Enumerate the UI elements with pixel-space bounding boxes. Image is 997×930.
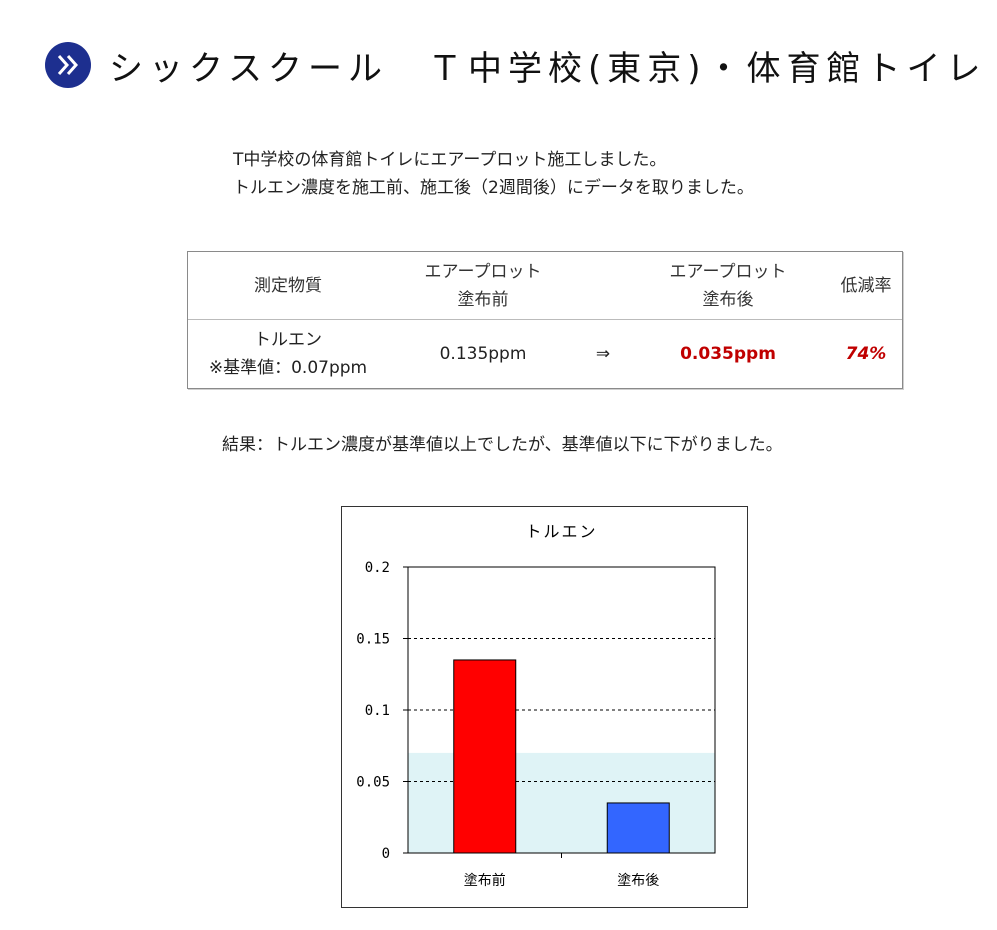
- standard-value: ※基準値：0.07ppm: [208, 357, 368, 378]
- arrow-icon: ⇒: [595, 343, 611, 364]
- before-value: 0.135ppm: [439, 343, 527, 364]
- chart-title: トルエン: [525, 522, 597, 541]
- cell-rate: 74%: [828, 319, 904, 388]
- header-before-line1: エアープロット: [424, 261, 542, 282]
- table-row: トルエン ※基準値：0.07ppm 0.135ppm ⇒ 0.035ppm 74…: [188, 319, 902, 388]
- header-after-line2: 塗布後: [702, 289, 754, 310]
- header-rate: 低減率: [828, 252, 904, 319]
- result-text: 結果：トルエン濃度が基準値以上でしたが、基準値以下に下がりました。: [222, 435, 783, 455]
- header-substance-label: 測定物質: [254, 275, 322, 296]
- header-rate-label: 低減率: [840, 275, 892, 296]
- measurement-table: 測定物質 エアープロット 塗布前 エアープロット 塗布後 低減率 トルエン ※基…: [187, 251, 903, 389]
- x-tick-label: 塗布後: [617, 872, 659, 889]
- toluene-chart: トルエン 0 0.05 0.1 0.15 0.2 塗布前 塗布後: [356, 522, 716, 889]
- intro-line-1: T中学校の体育館トイレにエアープロット施工しました。: [233, 150, 667, 170]
- chart-container: トルエン 0 0.05 0.1 0.15 0.2 塗布前 塗布後: [341, 506, 748, 908]
- header-after-line1: エアープロット: [669, 261, 787, 282]
- y-tick-label: 0.05: [356, 775, 390, 791]
- y-tick-label: 0: [382, 846, 390, 862]
- substance-name: トルエン: [254, 329, 322, 350]
- header-before: エアープロット 塗布前: [388, 252, 578, 319]
- cell-after: 0.035ppm: [628, 319, 828, 388]
- cell-before: 0.135ppm: [388, 319, 578, 388]
- after-value: 0.035ppm: [680, 343, 776, 364]
- header-substance: 測定物質: [188, 252, 388, 319]
- header-before-line2: 塗布前: [457, 289, 509, 310]
- cell-substance: トルエン ※基準値：0.07ppm: [188, 319, 388, 388]
- bar-2: [606, 802, 670, 854]
- y-tick-label: 0.2: [365, 560, 390, 576]
- double-chevron-right-icon: [45, 42, 91, 88]
- cell-arrow: ⇒: [578, 319, 628, 388]
- header-after: エアープロット 塗布後: [628, 252, 828, 319]
- intro-text: T中学校の体育館トイレにエアープロット施工しました。 トルエン濃度を施工前、施工…: [233, 146, 754, 202]
- x-tick-label: 塗布前: [464, 872, 506, 889]
- page-title: シックスクール Ｔ中学校(東京)・体育館トイレ: [109, 48, 987, 89]
- header-spacer: [578, 252, 628, 319]
- table-header-row: 測定物質 エアープロット 塗布前 エアープロット 塗布後 低減率: [188, 252, 902, 320]
- page-header: シックスクール Ｔ中学校(東京)・体育館トイレ: [45, 40, 987, 90]
- bar-1: [453, 659, 517, 854]
- y-tick-label: 0.15: [356, 632, 390, 648]
- reduction-rate: 74%: [845, 343, 887, 364]
- y-tick-label: 0.1: [365, 703, 390, 719]
- intro-line-2: トルエン濃度を施工前、施工後（2週間後）にデータを取りました。: [233, 178, 754, 198]
